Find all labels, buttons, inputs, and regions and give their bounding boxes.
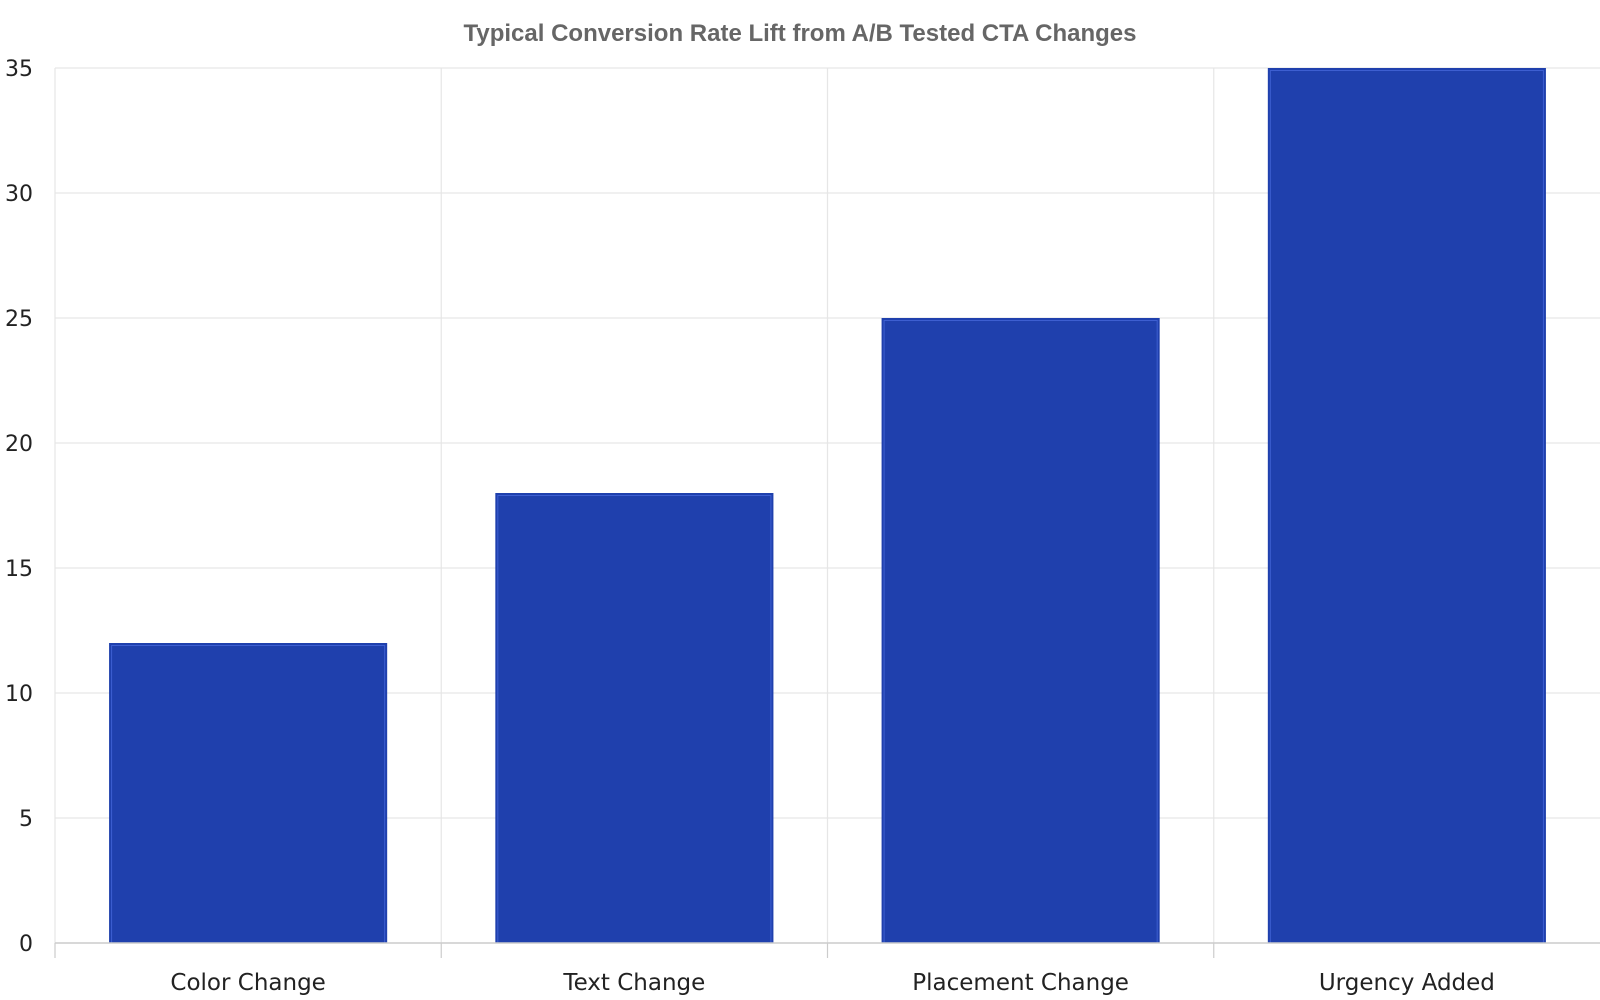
x-tick-label: Urgency Added (1319, 970, 1495, 996)
y-tick-label: 10 (5, 682, 33, 707)
y-tick-label: 30 (5, 182, 33, 207)
y-tick-label: 25 (5, 307, 33, 332)
y-tick-label: 15 (5, 557, 33, 582)
grid-layer (54, 67, 1600, 943)
bar (495, 493, 774, 943)
bar-layer (109, 68, 1546, 944)
y-tick-label: 20 (5, 432, 33, 457)
bar (881, 318, 1160, 943)
label-layer: 0 5 10 15 20 25 30 35 Color Change Text Change Pla… (5, 57, 1495, 996)
y-tick-label: 0 (19, 932, 33, 957)
x-tick-label: Placement Change (912, 970, 1129, 996)
y-tick-label: 35 (5, 57, 33, 82)
bar (109, 643, 388, 943)
x-tick-label: Text Change (562, 970, 705, 996)
x-tick-label: Color Change (170, 970, 325, 996)
axis-layer (54, 942, 1600, 958)
bar (1267, 68, 1546, 943)
y-tick-label: 5 (19, 807, 33, 832)
chart-title: Typical Conversion Rate Lift from A/B Te… (463, 20, 1137, 47)
